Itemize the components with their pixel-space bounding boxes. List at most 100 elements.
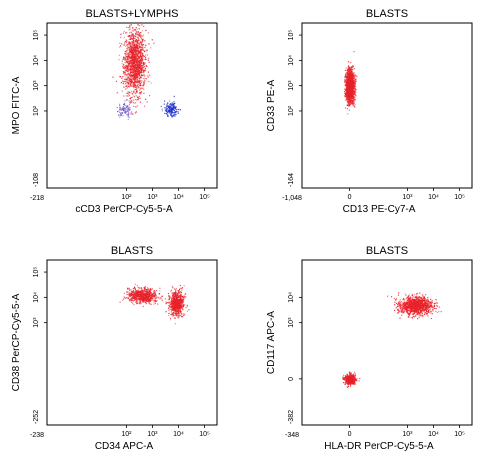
data-point [133, 53, 135, 56]
data-point [354, 91, 356, 93]
data-point [146, 54, 149, 56]
data-point [415, 315, 417, 317]
data-point [149, 301, 151, 303]
data-point [178, 292, 180, 294]
data-point [125, 66, 127, 68]
data-point [179, 291, 181, 293]
data-point [127, 83, 130, 85]
data-point [353, 96, 355, 98]
data-point [172, 297, 174, 299]
data-point [139, 55, 141, 57]
data-point [127, 113, 129, 115]
data-point [126, 95, 128, 97]
data-point [173, 109, 175, 111]
data-point [139, 303, 141, 305]
x-tick-label: 10⁵ [199, 431, 210, 438]
data-point [138, 70, 140, 72]
data-point [172, 295, 174, 297]
data-point [135, 290, 137, 292]
data-point [131, 100, 133, 102]
data-point [138, 74, 140, 76]
data-point [349, 95, 351, 97]
data-point [153, 291, 155, 293]
data-point [175, 291, 177, 293]
data-point [147, 300, 149, 303]
data-point [169, 107, 171, 110]
data-point [349, 72, 351, 75]
data-point [434, 307, 436, 309]
data-point [143, 82, 145, 84]
data-point [140, 36, 142, 38]
data-point [174, 108, 176, 110]
plot-frame [301, 22, 473, 189]
data-point [171, 285, 173, 287]
data-point [171, 300, 173, 303]
data-point [174, 303, 176, 305]
data-point [134, 81, 136, 83]
data-point [124, 66, 126, 68]
data-point [122, 112, 124, 114]
data-point [348, 90, 350, 92]
data-point [143, 66, 145, 68]
data-point [135, 74, 138, 76]
data-point [144, 67, 147, 70]
data-point [348, 98, 350, 100]
data-point [140, 302, 142, 304]
data-point [175, 304, 178, 306]
data-point [353, 83, 355, 85]
data-point [134, 43, 136, 45]
data-point [123, 36, 125, 39]
data-point [128, 74, 130, 76]
data-point [128, 291, 130, 293]
data-point [149, 292, 151, 294]
data-point [176, 294, 178, 296]
data-point [140, 59, 142, 61]
data-point [349, 82, 351, 84]
data-point [149, 293, 151, 296]
data-point [140, 37, 142, 39]
data-point [134, 66, 136, 68]
data-point [168, 302, 170, 304]
data-point [175, 314, 177, 316]
data-point [347, 97, 349, 99]
data-point [124, 41, 126, 43]
x-tick-label: 10² [121, 431, 132, 438]
data-point [349, 84, 352, 87]
data-point [344, 94, 346, 96]
data-point [136, 32, 138, 34]
data-point [354, 85, 357, 87]
data-point [345, 94, 347, 96]
data-point [142, 87, 144, 89]
x-min-label: -1,048 [282, 195, 302, 202]
data-point [131, 90, 133, 92]
data-point [184, 297, 186, 299]
data-point [126, 293, 128, 296]
data-point [121, 112, 123, 114]
data-point [171, 309, 173, 311]
data-point [177, 306, 179, 308]
data-point [123, 81, 125, 83]
data-point [135, 106, 137, 108]
data-point [170, 112, 172, 114]
data-point [135, 293, 137, 295]
data-point [348, 89, 351, 91]
data-point [144, 54, 147, 56]
data-point [123, 110, 125, 112]
data-point [137, 295, 139, 297]
x-tick-label: 10⁴ [173, 431, 184, 438]
data-point [138, 92, 141, 94]
data-point [139, 97, 141, 99]
data-point [138, 86, 140, 88]
data-point [351, 81, 353, 83]
data-point [140, 34, 142, 36]
data-point [145, 303, 147, 305]
data-point [142, 58, 144, 60]
data-point [119, 106, 121, 108]
data-point [125, 74, 127, 76]
data-point [151, 296, 153, 298]
data-point [353, 75, 355, 77]
data-point [134, 292, 136, 294]
chart-title: BLASTS [366, 8, 408, 20]
data-point [132, 68, 134, 70]
data-point [136, 302, 138, 304]
